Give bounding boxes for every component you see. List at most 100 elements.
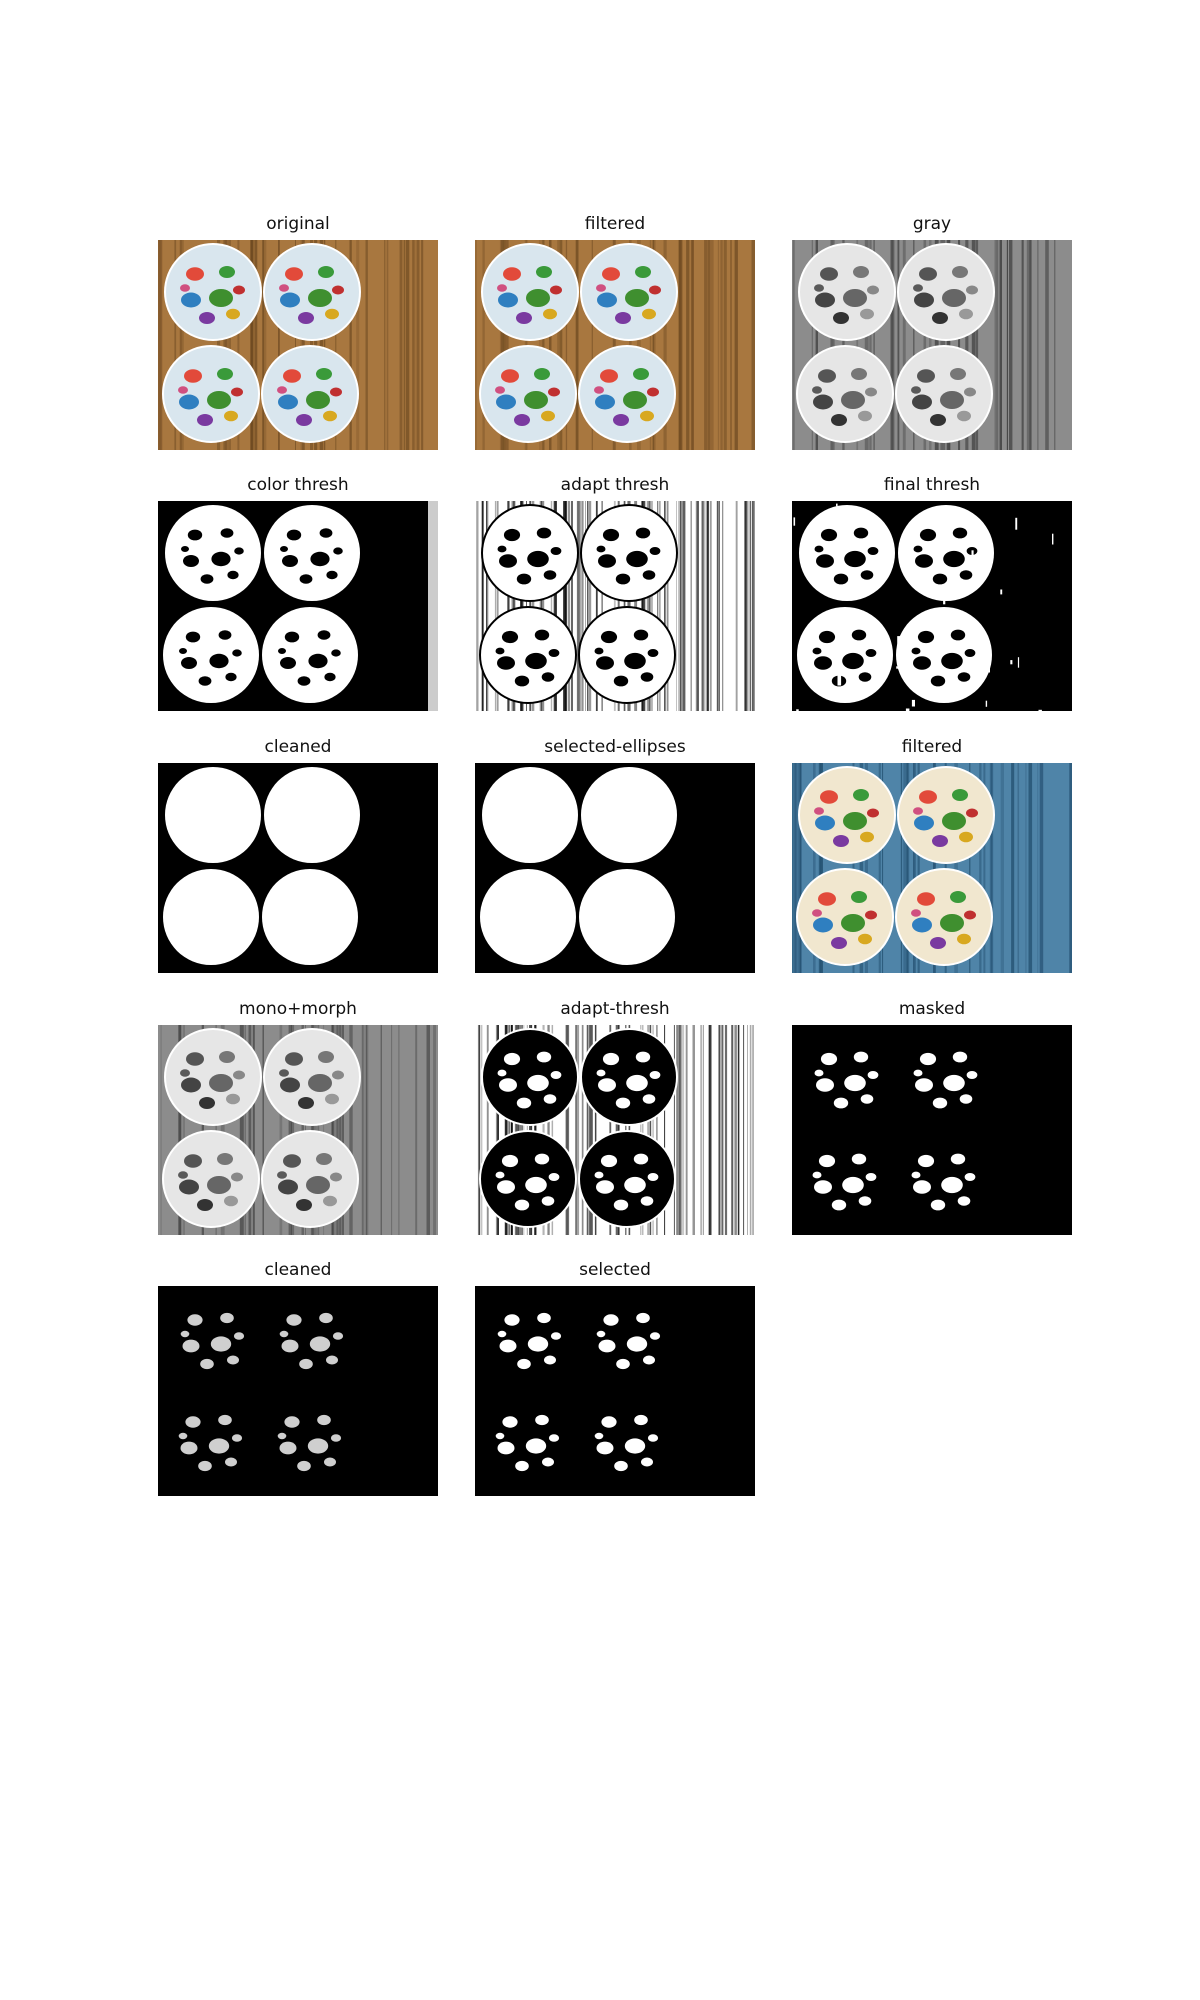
card-symbol <box>548 387 560 397</box>
wood-grain-line <box>412 240 416 450</box>
card-symbol <box>516 312 532 324</box>
card-symbol <box>841 391 865 409</box>
wood-grain-line <box>1069 763 1072 973</box>
card-symbol <box>930 675 946 687</box>
card-symbol <box>615 573 631 585</box>
wood-grain-line <box>1000 763 1004 973</box>
card-symbol <box>959 570 973 580</box>
wood-grain-line <box>652 240 656 450</box>
card-symbol <box>865 1173 877 1181</box>
wood-grain-line <box>314 240 318 450</box>
wood-grain-line <box>499 240 502 450</box>
wood-grain-line <box>1029 240 1032 450</box>
wood-grain-line <box>581 501 584 711</box>
card-disc <box>264 767 360 863</box>
wood-grain-line <box>504 240 509 450</box>
wood-grain-line <box>349 240 352 450</box>
card-symbol <box>543 1094 557 1104</box>
wood-grain-line <box>1037 763 1039 973</box>
card-symbol <box>952 1051 968 1063</box>
wood-grain-line <box>723 240 727 450</box>
card-symbol <box>317 630 331 640</box>
wood-grain-line <box>486 1025 489 1235</box>
card-symbol <box>814 807 824 815</box>
wood-grain-line <box>534 1025 537 1235</box>
card-symbol <box>207 1176 231 1194</box>
card-symbol <box>851 629 867 641</box>
wood-grain-line <box>319 240 324 450</box>
card-symbol <box>932 835 948 847</box>
card-symbol <box>919 1052 937 1066</box>
wood-grain-line <box>1026 240 1030 450</box>
card-symbol <box>179 1179 199 1195</box>
card-symbol <box>957 672 971 682</box>
card-symbol <box>813 917 833 933</box>
wood-grain-line <box>250 240 253 450</box>
card-symbol <box>833 312 849 324</box>
card-symbol <box>198 676 212 686</box>
wood-grain-line <box>890 240 894 450</box>
wood-grain-line <box>252 1025 255 1235</box>
wood-grain-line <box>663 240 667 450</box>
wood-grain-line <box>518 1025 520 1235</box>
card-symbol <box>957 933 971 945</box>
noise-speck <box>943 595 946 605</box>
noise-speck <box>836 503 838 507</box>
card-symbol <box>596 545 606 553</box>
panel-selected-ellipses: selected-ellipses <box>475 735 755 973</box>
noise-speck <box>877 525 879 535</box>
card-symbol <box>843 812 867 830</box>
wood-grain-line <box>554 501 556 711</box>
card-symbol <box>200 1358 214 1370</box>
card-symbol <box>541 1196 555 1206</box>
wood-grain-line <box>616 1025 619 1235</box>
card-disc <box>165 767 261 863</box>
card-symbol <box>964 387 976 397</box>
wood-grain-line <box>223 240 227 450</box>
panel-gray: gray <box>792 212 1072 450</box>
card-symbol <box>297 676 311 686</box>
wood-grain-line <box>1028 763 1033 973</box>
card-symbol <box>820 528 838 542</box>
card-symbol <box>226 308 240 320</box>
card-symbol <box>966 285 978 295</box>
card-symbol <box>279 1330 289 1338</box>
card-symbol <box>332 1070 344 1080</box>
card-symbol <box>325 1093 339 1105</box>
wood-grain-line <box>948 240 951 450</box>
card-symbol <box>331 649 341 657</box>
wood-grain-line <box>220 1025 225 1235</box>
wood-grain-line <box>565 1025 568 1235</box>
card-symbol <box>596 1069 606 1077</box>
card-symbol <box>527 1074 549 1092</box>
wood-grain-line <box>478 1025 480 1235</box>
card-symbol <box>636 1312 650 1324</box>
wood-grain-line <box>692 1025 695 1235</box>
card-symbol <box>498 292 518 308</box>
card-symbol <box>330 387 342 397</box>
wood-grain-line <box>578 501 582 711</box>
card-symbol <box>534 368 550 380</box>
card-symbol <box>497 284 507 292</box>
wood-grain-line <box>971 240 976 450</box>
card-symbol <box>525 1438 547 1454</box>
wood-grain-line <box>542 1025 545 1235</box>
wood-grain-line <box>511 501 513 711</box>
panel-cleaned-2: cleaned <box>158 1258 438 1496</box>
wood-grain-line <box>560 240 563 450</box>
wood-grain-line <box>1029 240 1031 450</box>
card-disc <box>578 606 676 704</box>
wood-grain-line <box>217 240 221 450</box>
card-symbol <box>187 1314 203 1326</box>
card-symbol <box>497 656 515 670</box>
wood-grain-line <box>477 1025 479 1235</box>
card-symbol <box>853 1051 869 1063</box>
card-symbol <box>180 1330 190 1338</box>
card-symbol <box>941 652 963 670</box>
wood-grain-line <box>640 1025 642 1235</box>
wood-grain-line <box>697 501 699 711</box>
wood-grain-line <box>1021 240 1024 450</box>
card-symbol <box>516 1097 532 1109</box>
card-symbol <box>842 1176 864 1194</box>
card-symbol <box>211 551 231 567</box>
